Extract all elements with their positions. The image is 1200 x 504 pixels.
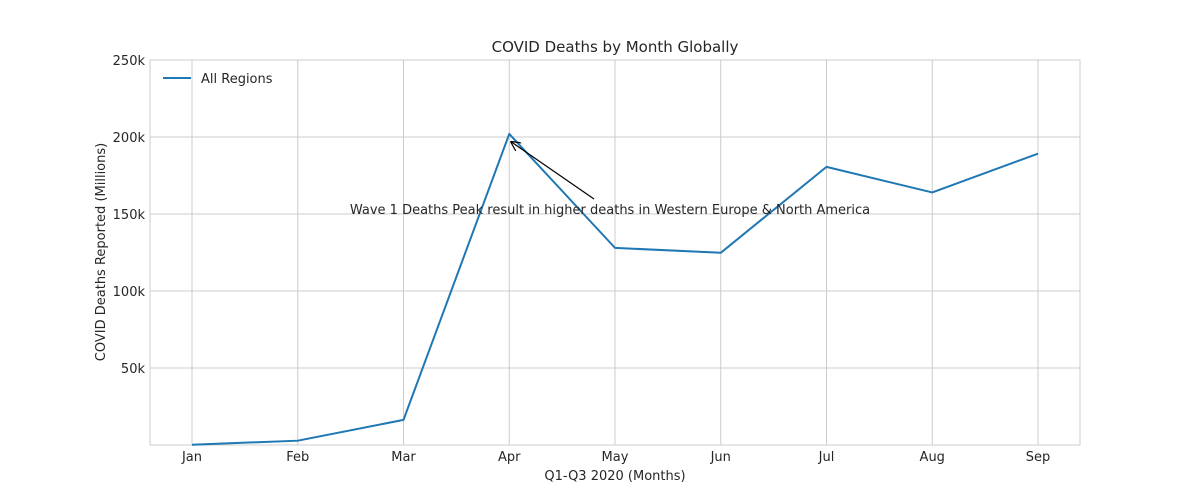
x-tick-label: May — [602, 450, 629, 465]
x-tick-label: Jul — [818, 450, 835, 465]
y-tick-label: 150k — [113, 208, 146, 223]
x-tick-label: Feb — [286, 450, 309, 465]
grid — [150, 60, 1080, 445]
y-tick-label: 200k — [113, 131, 146, 146]
y-tick-label: 50k — [121, 362, 146, 377]
chart-title: COVID Deaths by Month Globally — [492, 38, 739, 56]
x-tick-label: Aug — [920, 450, 945, 465]
annotation-arrow — [511, 142, 594, 199]
x-tick-label: Mar — [391, 450, 416, 465]
x-tick-label: Jan — [181, 450, 202, 465]
legend: All Regions — [163, 72, 273, 87]
x-tick-label: Apr — [498, 450, 521, 465]
y-axis-ticks: 50k 100k 150k 200k 250k — [113, 54, 146, 377]
x-tick-label: Jun — [710, 450, 731, 465]
x-axis-label: Q1-Q3 2020 (Months) — [544, 469, 685, 484]
y-tick-label: 100k — [113, 285, 146, 300]
legend-label-all-regions: All Regions — [201, 72, 273, 87]
x-tick-label: Sep — [1026, 450, 1051, 465]
y-axis-label: COVID Deaths Reported (Millions) — [94, 143, 109, 361]
annotation: Wave 1 Deaths Peak result in higher deat… — [350, 142, 870, 218]
y-tick-label: 250k — [113, 54, 146, 69]
annotation-text: Wave 1 Deaths Peak result in higher deat… — [350, 203, 870, 218]
x-axis-ticks: Jan Feb Mar Apr May Jun Jul Aug Sep — [181, 450, 1050, 465]
